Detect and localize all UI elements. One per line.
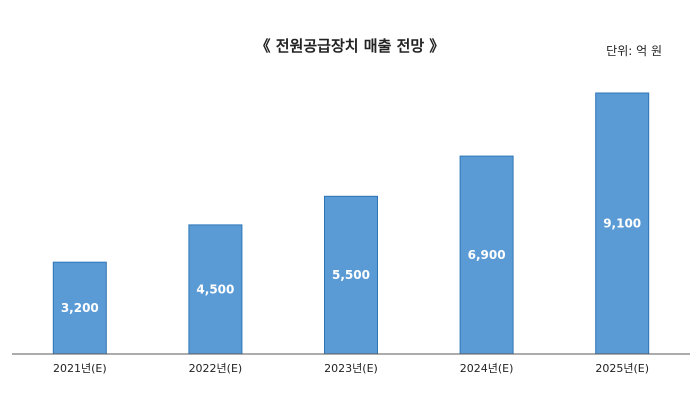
x-tick-label: 2021년(E) <box>53 362 107 375</box>
bar-2022년(E) <box>188 224 243 355</box>
bar-2024년(E) <box>459 155 514 355</box>
data-label: 9,100 <box>603 217 641 231</box>
x-tick-label: 2024년(E) <box>460 362 514 375</box>
bar-2021년(E) <box>52 261 107 355</box>
bar-2023년(E) <box>324 195 378 355</box>
data-label: 3,200 <box>61 301 99 315</box>
data-label: 6,900 <box>468 248 506 262</box>
x-tick-label: 2022년(E) <box>189 362 243 375</box>
data-label: 4,500 <box>196 283 234 297</box>
x-tick-label: 2023년(E) <box>324 362 378 375</box>
bars-group: 3,200 4,500 5,500 6,900 9,100 <box>52 92 650 355</box>
x-tick-label: 2025년(E) <box>595 362 649 375</box>
x-tick-labels: 2021년(E) 2022년(E) 2023년(E) 2024년(E) 2025년(E) <box>53 362 649 375</box>
unit-label: 단위: 억 원 <box>606 44 662 58</box>
bar-2025년(E) <box>595 92 650 355</box>
data-label: 5,500 <box>332 268 370 282</box>
chart-title: 《 전원공급장치 매출 전망 》 <box>256 37 445 55</box>
